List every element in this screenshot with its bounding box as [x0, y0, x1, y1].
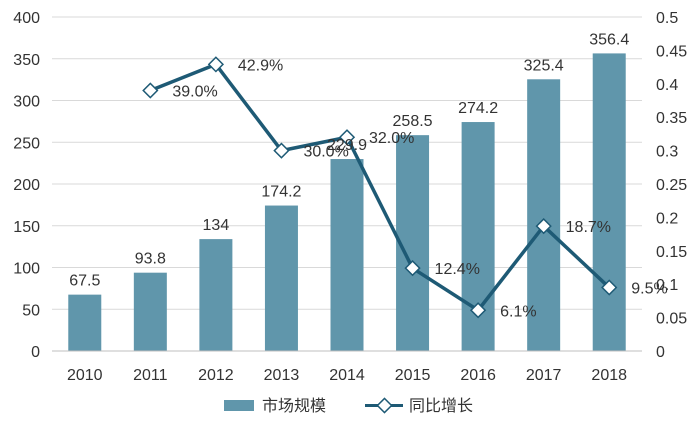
y-right-tick-label: 0.4	[656, 77, 678, 94]
line-value-label: 32.0%	[369, 130, 414, 147]
y-left-tick-label: 400	[13, 10, 40, 27]
legend: 市场规模 同比增长	[224, 396, 473, 415]
line-value-label: 9.5%	[631, 281, 667, 298]
y-right-tick-label: 0.25	[656, 177, 687, 194]
line-value-label: 12.4%	[435, 261, 480, 278]
bar-value-label: 134	[203, 217, 230, 234]
legend-marker-growth	[376, 397, 393, 414]
bar	[199, 239, 233, 351]
bar-value-label: 274.2	[458, 100, 498, 117]
legend-label-market-size: 市场规模	[262, 396, 326, 415]
line-point	[273, 142, 290, 159]
y-left-tick-label: 300	[13, 94, 40, 111]
line-point	[207, 56, 225, 73]
line-point	[469, 302, 487, 319]
x-tick-label: 2010	[67, 367, 103, 384]
line-value-label: 18.7%	[566, 219, 611, 236]
y-right-tick-label: 0	[656, 344, 665, 361]
y-left-tick-label: 0	[31, 344, 40, 361]
x-tick-label: 2016	[460, 367, 496, 384]
y-left-tick-label: 150	[13, 219, 40, 236]
line-value-label: 6.1%	[500, 303, 536, 320]
line-value-label: 42.9%	[238, 57, 283, 74]
y-right-tick-label: 0.2	[656, 210, 678, 227]
y-left-tick-label: 350	[13, 52, 40, 69]
y-right-tick-label: 0.3	[656, 144, 678, 161]
line-series	[142, 56, 618, 319]
x-tick-label: 2013	[264, 367, 300, 384]
y-right-tick-label: 0.1	[656, 277, 678, 294]
bar-value-label: 67.5	[69, 273, 100, 290]
bar	[330, 159, 364, 351]
legend-swatch-market-size	[224, 400, 254, 411]
y-left-tick-label: 200	[13, 177, 40, 194]
line-point	[404, 260, 421, 277]
bar-value-label: 93.8	[135, 251, 166, 268]
line-point	[535, 217, 552, 235]
bar	[68, 294, 102, 351]
y-right-tick-label: 0.15	[656, 244, 687, 261]
y-left-tick-label: 50	[22, 302, 40, 319]
y-right-tick-label: 0.5	[656, 10, 678, 27]
bar	[527, 79, 561, 351]
y-right-tick-label: 0.45	[656, 43, 687, 60]
y-left-tick-label: 250	[13, 135, 40, 152]
bar	[592, 53, 626, 351]
bar-value-label: 174.2	[261, 184, 301, 201]
data-labels: 67.5 93.8 134 174.2 229.9 258.5 274.2 325.4 356.…	[69, 31, 667, 320]
axes: 0 50 100 150 200 250 300 350 400 0 0.05 0.1 0.15 0.2 0…	[13, 10, 687, 384]
y-right-tick-label: 0.05	[656, 311, 687, 328]
x-tick-label: 2012	[198, 367, 234, 384]
bar-value-label: 356.4	[589, 31, 629, 48]
y-right-tick-label: 0.35	[656, 110, 687, 127]
bar-value-label: 325.4	[524, 57, 564, 74]
legend-label-growth: 同比增长	[409, 396, 473, 415]
bar-series	[68, 53, 626, 351]
x-tick-label: 2011	[133, 367, 168, 384]
y-left-tick-label: 100	[13, 261, 40, 278]
bar	[264, 205, 298, 351]
x-tick-label: 2015	[395, 367, 431, 384]
line-point	[338, 129, 356, 146]
x-tick-label: 2017	[526, 367, 562, 384]
x-tick-label: 2018	[591, 367, 627, 384]
growth-line	[149, 62, 611, 313]
x-tick-label: 2014	[329, 367, 365, 384]
bar-value-label: 258.5	[393, 113, 433, 130]
line-point	[601, 279, 618, 296]
bar	[133, 272, 167, 351]
line-value-label: 39.0%	[172, 83, 217, 100]
bar-value-label: 229.9	[327, 137, 367, 154]
line-point	[142, 82, 159, 99]
line-value-label: 30.0%	[303, 144, 348, 161]
